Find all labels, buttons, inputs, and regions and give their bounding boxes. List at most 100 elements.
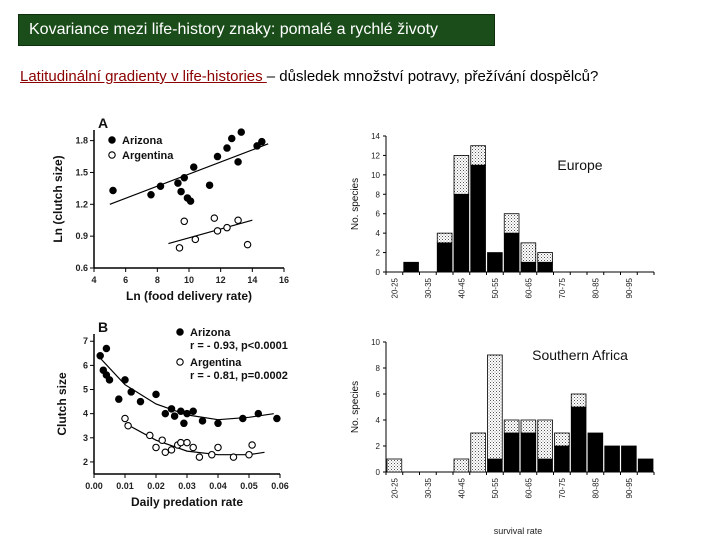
data-point-argentina bbox=[177, 438, 185, 447]
data-point-arizona bbox=[109, 186, 117, 195]
y-tick-label: 0.6 bbox=[75, 263, 88, 273]
data-point-argentina bbox=[214, 443, 222, 452]
x-tick-label: 0.03 bbox=[178, 481, 196, 491]
data-point-arizona bbox=[189, 407, 197, 415]
data-point-arizona bbox=[102, 344, 111, 353]
y-tick-label: 14 bbox=[371, 132, 380, 141]
data-point-arizona bbox=[183, 409, 191, 418]
legend-label-argentina: Argentina bbox=[122, 150, 174, 162]
bar-black bbox=[520, 432, 537, 473]
y-tick-label: 8 bbox=[376, 364, 381, 373]
y-tick-label: 0 bbox=[376, 468, 381, 477]
data-point-arizona bbox=[121, 376, 129, 384]
data-point-argentina bbox=[223, 223, 231, 232]
bar-stippled bbox=[537, 252, 553, 263]
data-point-arizona bbox=[186, 197, 195, 205]
x-tick-label: 20-25 bbox=[390, 277, 399, 298]
fit-line-arizona bbox=[109, 143, 269, 205]
data-point-arizona bbox=[156, 182, 165, 191]
x-tick-label: 90-95 bbox=[625, 477, 634, 498]
data-point-argentina bbox=[245, 450, 253, 459]
y-tick-label: 3 bbox=[83, 433, 88, 443]
x-tick-label: 60-65 bbox=[524, 277, 533, 298]
data-point-arizona bbox=[273, 414, 281, 423]
bar-black bbox=[621, 445, 637, 473]
data-point-arizona bbox=[234, 158, 242, 166]
data-point-arizona bbox=[254, 409, 263, 418]
slide-title: Kovariance mezi life-history znaky: poma… bbox=[29, 21, 439, 38]
bar-black bbox=[520, 261, 537, 273]
data-point-arizona bbox=[213, 152, 222, 161]
chart-southern-africa-histogram: 0 2 4 6 8 10 20-25 30-35 40-45 50-55 60-65 70-75 80-… bbox=[350, 338, 655, 534]
data-point-argentina bbox=[146, 431, 154, 440]
data-point-argentina bbox=[243, 240, 252, 249]
x-tick-label: 8 bbox=[155, 275, 160, 285]
bar-black bbox=[570, 406, 587, 473]
bar-black bbox=[537, 458, 553, 473]
x-tick-label: 14 bbox=[247, 275, 257, 285]
data-point-arizona bbox=[177, 407, 185, 415]
data-point-arizona bbox=[198, 417, 207, 425]
bar-black bbox=[470, 164, 486, 273]
y-tick-label: 0 bbox=[376, 268, 381, 277]
data-point-argentina bbox=[234, 216, 242, 224]
data-point-arizona bbox=[152, 390, 160, 399]
data-point-arizona bbox=[136, 397, 145, 406]
y-tick-label: 1.5 bbox=[75, 167, 88, 177]
data-point-arizona bbox=[170, 412, 179, 420]
data-point-arizona bbox=[237, 128, 246, 136]
data-point-arizona bbox=[239, 414, 247, 423]
x-tick-label: 70-75 bbox=[558, 477, 567, 498]
x-tick-label: 10 bbox=[184, 275, 194, 285]
subtitle-rest: – důsledek množství potravy, přežívání d… bbox=[266, 68, 599, 85]
bar-black bbox=[587, 432, 604, 473]
data-point-arizona bbox=[127, 388, 135, 396]
data-point-arizona bbox=[180, 174, 189, 182]
legend-stat-arizona: r = - 0.93, p<0.0001 bbox=[190, 340, 288, 352]
bar-black bbox=[453, 193, 470, 273]
fit-line-argentina bbox=[168, 219, 253, 245]
data-point-argentina bbox=[124, 421, 132, 430]
data-point-argentina bbox=[167, 446, 176, 454]
data-point-argentina bbox=[152, 443, 160, 452]
data-point-argentina bbox=[183, 438, 191, 447]
legend-marker-argentina bbox=[108, 151, 116, 159]
x-tick-label: 6 bbox=[123, 275, 128, 285]
y-tick-label: 1.2 bbox=[75, 199, 88, 209]
y-tick-label: 4 bbox=[83, 409, 88, 419]
data-point-argentina bbox=[161, 448, 170, 457]
data-point-argentina bbox=[175, 244, 184, 252]
chart-europe-histogram: 0 2 4 6 8 10 12 14 20-25 30-35 40-45 50-55 60-65 70-7… bbox=[350, 132, 655, 298]
data-point-argentina bbox=[229, 453, 238, 461]
data-point-arizona bbox=[223, 144, 231, 152]
x-axis-label: survival rate bbox=[494, 526, 543, 534]
y-tick-label: 6 bbox=[83, 360, 88, 370]
x-tick-label: 0.06 bbox=[271, 481, 289, 491]
x-tick-label: 60-65 bbox=[524, 477, 533, 498]
x-tick-label: 70-75 bbox=[558, 277, 567, 298]
x-tick-label: 80-85 bbox=[591, 477, 600, 498]
panel-letter: B bbox=[98, 319, 108, 335]
bar-stippled bbox=[520, 419, 537, 434]
data-point-argentina bbox=[189, 443, 197, 452]
bar-stippled bbox=[537, 419, 553, 460]
y-tick-label: 8 bbox=[376, 190, 381, 199]
x-axis-label: Ln (food delivery rate) bbox=[126, 289, 252, 303]
bar-stippled bbox=[453, 458, 470, 473]
legend-label-arizona: Arizona bbox=[122, 135, 163, 147]
y-tick-label: 0.9 bbox=[75, 231, 88, 241]
bar-black bbox=[403, 261, 419, 273]
data-point-arizona bbox=[115, 395, 123, 403]
bar-stippled bbox=[436, 232, 453, 244]
bar-black bbox=[436, 242, 453, 273]
bar-stippled bbox=[453, 155, 470, 195]
bar-stippled bbox=[520, 242, 537, 263]
x-tick-label: 0.01 bbox=[116, 481, 134, 491]
data-point-argentina bbox=[210, 214, 219, 222]
data-point-argentina bbox=[195, 453, 204, 461]
y-tick-label: 10 bbox=[371, 338, 380, 347]
y-tick-label: 7 bbox=[83, 336, 88, 346]
data-point-arizona bbox=[190, 163, 198, 171]
y-tick-label: 6 bbox=[376, 390, 381, 399]
x-tick-label: 90-95 bbox=[625, 277, 634, 298]
